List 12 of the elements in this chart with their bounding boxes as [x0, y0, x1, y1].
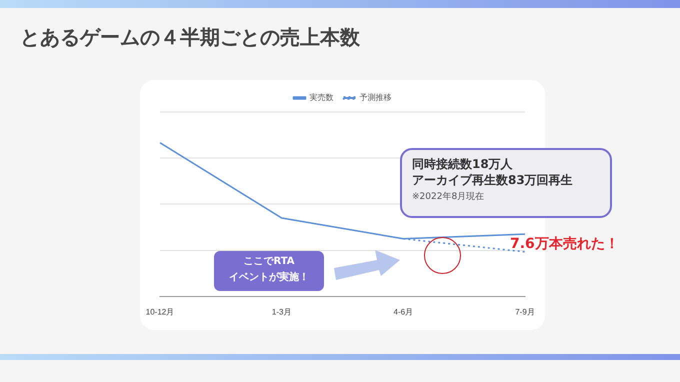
- x-tick-label: 10-12月: [146, 307, 174, 316]
- annotation: ここでRTA イベントが実施！: [228, 255, 310, 285]
- annotation: ※2022年8月現在: [412, 190, 484, 203]
- legend-label: 予測推移: [360, 93, 392, 102]
- chart-title: とあるゲームの４半期ごとの売上本数: [20, 24, 360, 51]
- x-tick-label: 7-9月: [515, 307, 535, 316]
- x-tick-label: 4-6月: [394, 307, 414, 316]
- annotation: 7.6万本売れた！: [510, 235, 619, 253]
- annotation: 同時接続数18万人: [412, 156, 513, 173]
- x-tick-label: 1-3月: [272, 307, 292, 316]
- legend-label: 実売数: [310, 93, 334, 102]
- annotation: アーカイブ再生数83万回再生: [412, 172, 573, 189]
